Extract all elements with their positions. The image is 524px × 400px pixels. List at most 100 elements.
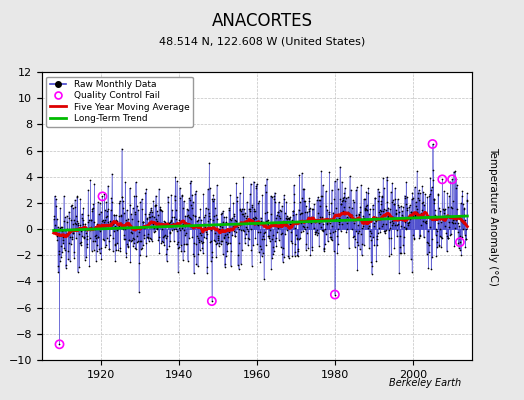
Point xyxy=(253,240,261,247)
Point xyxy=(403,207,412,214)
Point xyxy=(101,216,110,223)
Point xyxy=(300,198,309,204)
Point xyxy=(129,236,138,242)
Point xyxy=(363,216,372,222)
Point xyxy=(112,247,121,254)
Point xyxy=(348,212,356,218)
Point xyxy=(406,215,414,222)
Point xyxy=(78,233,86,240)
Point xyxy=(421,214,430,220)
Point xyxy=(283,223,292,229)
Point xyxy=(216,227,224,233)
Point xyxy=(167,217,176,224)
Point xyxy=(138,219,147,226)
Point xyxy=(237,261,245,267)
Point xyxy=(372,218,380,224)
Point xyxy=(390,201,398,208)
Point xyxy=(454,229,462,235)
Point xyxy=(304,208,313,214)
Point xyxy=(316,214,324,220)
Point xyxy=(67,203,75,210)
Point xyxy=(71,220,79,226)
Point xyxy=(266,226,275,233)
Point xyxy=(87,224,95,230)
Point xyxy=(446,232,454,238)
Point xyxy=(289,199,298,205)
Point xyxy=(67,241,75,247)
Point xyxy=(189,199,197,206)
Point xyxy=(299,186,308,192)
Point xyxy=(146,214,155,220)
Point xyxy=(446,230,455,237)
Point xyxy=(429,196,438,202)
Point xyxy=(96,228,104,234)
Point xyxy=(354,242,363,248)
Point xyxy=(56,258,64,264)
Point xyxy=(341,198,349,204)
Point xyxy=(457,192,466,199)
Point xyxy=(366,228,375,234)
Point xyxy=(387,235,395,241)
Point xyxy=(263,208,271,215)
Point xyxy=(369,223,378,230)
Point xyxy=(275,207,283,213)
Point xyxy=(421,219,429,226)
Point xyxy=(75,264,83,270)
Point xyxy=(361,196,369,202)
Point xyxy=(242,224,250,230)
Point xyxy=(388,180,396,186)
Point xyxy=(267,211,276,217)
Point xyxy=(372,257,380,264)
Point xyxy=(248,218,257,224)
Point xyxy=(135,238,144,244)
Point xyxy=(275,236,283,243)
Point xyxy=(303,214,312,220)
Point xyxy=(328,222,336,229)
Point xyxy=(427,187,435,194)
Point xyxy=(256,229,264,235)
Point xyxy=(362,188,370,195)
Point xyxy=(92,232,101,238)
Point xyxy=(51,196,60,202)
Point xyxy=(99,193,107,200)
Point xyxy=(400,250,408,256)
Point xyxy=(302,241,310,247)
Point xyxy=(209,198,217,205)
Text: ANACORTES: ANACORTES xyxy=(212,12,312,30)
Point xyxy=(133,239,141,245)
Point xyxy=(414,197,423,204)
Point xyxy=(422,239,431,245)
Point xyxy=(335,196,344,202)
Point xyxy=(81,220,90,227)
Point xyxy=(240,228,248,235)
Point xyxy=(64,240,73,246)
Point xyxy=(147,236,156,242)
Point xyxy=(177,218,185,224)
Point xyxy=(438,176,446,182)
Point xyxy=(78,211,86,217)
Point xyxy=(297,229,305,235)
Point xyxy=(313,232,321,238)
Point xyxy=(155,250,163,256)
Point xyxy=(80,234,88,240)
Point xyxy=(435,233,444,240)
Point xyxy=(261,182,269,188)
Point xyxy=(310,225,319,232)
Point xyxy=(174,245,182,251)
Point xyxy=(238,206,246,212)
Point xyxy=(271,237,279,244)
Point xyxy=(365,245,373,251)
Point xyxy=(232,180,241,186)
Point xyxy=(163,193,172,200)
Point xyxy=(442,233,451,240)
Point xyxy=(439,206,447,212)
Point xyxy=(265,225,274,231)
Point xyxy=(347,205,356,212)
Point xyxy=(234,262,242,268)
Point xyxy=(107,222,116,229)
Point xyxy=(173,228,181,234)
Point xyxy=(382,221,390,227)
Point xyxy=(342,229,351,235)
Point xyxy=(127,211,136,217)
Point xyxy=(138,206,146,213)
